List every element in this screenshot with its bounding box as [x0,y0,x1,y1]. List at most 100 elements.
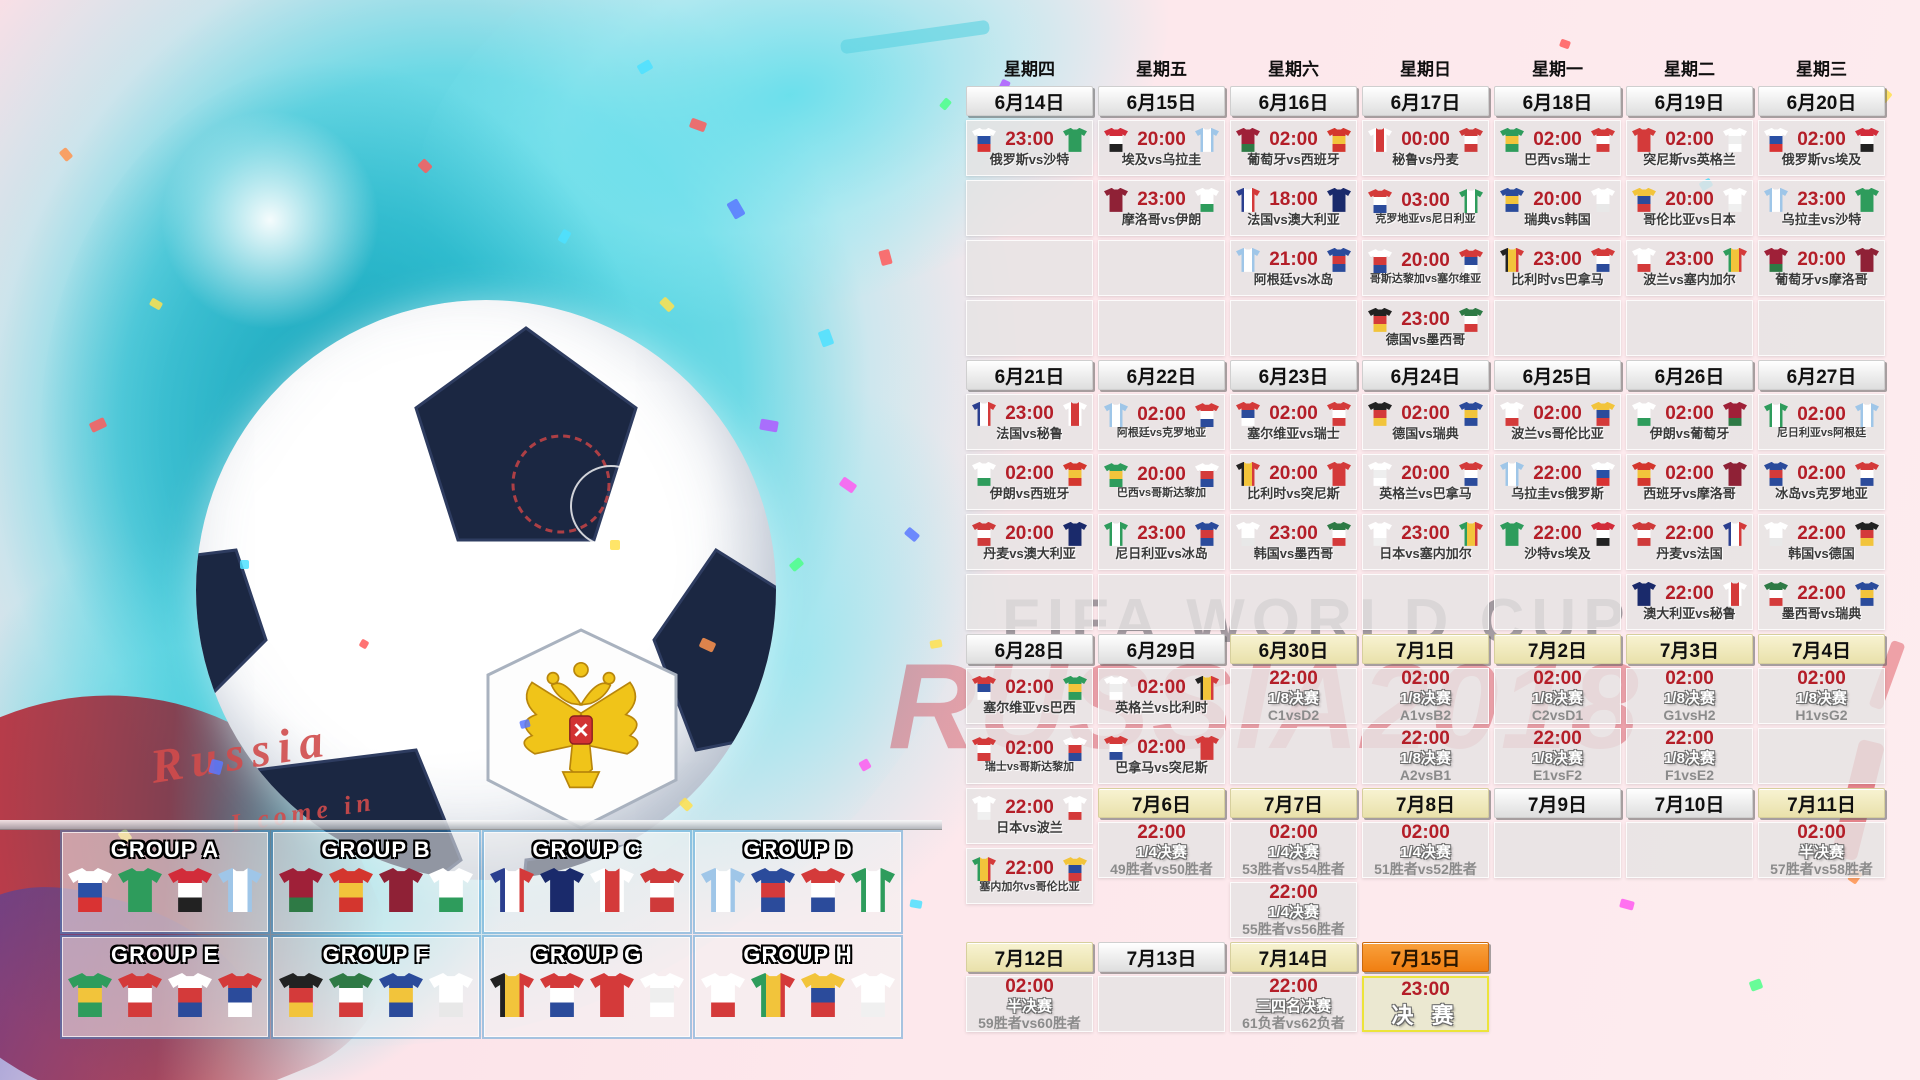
team-jersey-sen [751,973,795,1017]
date-button[interactable]: 6月23日 [1230,360,1357,390]
date-button[interactable]: 6月26日 [1626,360,1753,390]
date-button[interactable]: 6月30日 [1230,634,1357,664]
date-button[interactable]: 7月9日 [1494,788,1621,818]
date-button[interactable]: 7月11日 [1758,788,1885,818]
team-jersey-eng [1368,461,1392,486]
knockout-cell: 02:00 半决赛 59胜者vs60胜者 [966,976,1093,1032]
date-button[interactable]: 7月1日 [1362,634,1489,664]
date-button[interactable]: 7月8日 [1362,788,1489,818]
team-jersey-mex [329,973,373,1017]
knockout-cell: 22:00 1/4决赛 49胜者vs50胜者 [1098,822,1225,878]
date-button[interactable]: 6月18日 [1494,86,1621,116]
date-button[interactable]: 6月17日 [1362,86,1489,116]
date-button[interactable]: 7月7日 [1230,788,1357,818]
match-name: 哥伦比亚vs日本 [1643,211,1736,227]
match-name: 巴西vs瑞士 [1524,151,1591,167]
date-button[interactable]: 7月14日 [1230,942,1357,972]
date-button[interactable]: 6月21日 [966,360,1093,390]
team-jersey-irn [1195,187,1219,212]
date-button[interactable]: 6月20日 [1758,86,1885,116]
date-button[interactable]: 6月14日 [966,86,1093,116]
match-time: 02:00 [1137,676,1186,698]
date-button[interactable]: 7月6日 [1098,788,1225,818]
stage-label: 1/8决赛 [1400,749,1451,767]
date-button[interactable]: 7月3日 [1626,634,1753,664]
match-cell: 02:00 伊朗vs西班牙 [966,454,1093,510]
match-name: 埃及vs乌拉圭 [1121,151,1202,167]
date-button[interactable]: 7月13日 [1098,942,1225,972]
team-jersey-aus [540,868,584,912]
team-jersey-kor [1236,521,1260,546]
date-button[interactable]: 6月24日 [1362,360,1489,390]
match-time: 22:00 [1401,728,1450,749]
date-button[interactable]: 6月22日 [1098,360,1225,390]
team-jersey-den [972,521,996,546]
date-button[interactable]: 6月16日 [1230,86,1357,116]
team-jersey-jpn [1723,187,1747,212]
stage-label: 决 赛 [1391,1002,1460,1028]
empty-cell [966,180,1093,236]
match-cell: 22:00 沙特vs埃及 [1494,514,1621,570]
stage-sub: A1vsB2 [1399,707,1452,724]
confetti-piece [788,556,805,573]
knockout-cell: 02:00 1/8决赛 A1vsB2 [1362,668,1489,724]
date-button[interactable]: 6月15日 [1098,86,1225,116]
group-panel-g: GROUP G [484,937,690,1037]
match-time: 22:00 [1269,668,1318,689]
team-jersey-crc [168,973,212,1017]
stage-sub: 59胜者vs60胜者 [978,1015,1081,1032]
group-title: GROUP B [321,837,431,862]
match-time: 18:00 [1269,188,1318,210]
team-jersey-bra [68,973,112,1017]
match-time: 02:00 [1533,668,1582,689]
date-button[interactable]: 6月19日 [1626,86,1753,116]
match-time: 23:00 [1533,248,1582,270]
date-button[interactable]: 6月27日 [1758,360,1885,390]
stage-label: 1/8决赛 [1796,689,1847,707]
match-cell: 23:00 韩国vs墨西哥 [1230,514,1357,570]
match-time: 23:00 [1269,522,1318,544]
date-button[interactable]: 6月29日 [1098,634,1225,664]
team-jersey-sui [1591,127,1615,152]
team-jersey-esp [1632,461,1656,486]
team-jersey-bel [490,973,534,1017]
date-button[interactable]: 7月15日 [1362,942,1489,972]
confetti-piece [726,198,746,220]
date-button[interactable]: 6月25日 [1494,360,1621,390]
knockout-cell: 22:00 1/8决赛 C1vsD2 [1230,668,1357,724]
match-name: 沙特vs埃及 [1524,545,1591,561]
date-button[interactable]: 7月12日 [966,942,1093,972]
team-jersey-crc [1195,463,1219,488]
stage-sub: 61负者vs62负者 [1242,1015,1345,1032]
team-jersey-uru [218,868,262,912]
team-jersey-egy [1855,127,1879,152]
confetti-piece [909,899,923,909]
match-time: 02:00 [1005,462,1054,484]
date-button[interactable]: 6月28日 [966,634,1093,664]
team-jersey-mar [1723,461,1747,486]
team-jersey-isl [1195,521,1219,546]
stage-label: 1/8决赛 [1400,689,1451,707]
date-button[interactable]: 7月4日 [1758,634,1885,664]
match-time: 22:00 [1797,582,1846,604]
date-button[interactable]: 7月10日 [1626,788,1753,818]
confetti-piece [938,97,953,111]
team-jersey-eng [1723,127,1747,152]
team-jersey-esp [1327,127,1351,152]
team-jersey-tun [1195,735,1219,760]
match-name: 阿根廷vs克罗地亚 [1116,427,1207,440]
match-cell: 00:00 秘鲁vs丹麦 [1362,120,1489,176]
date-button[interactable]: 7月2日 [1494,634,1621,664]
knockout-cell: 22:00 1/4决赛 55胜者vs56胜者 [1230,882,1357,938]
cyan-accent-stroke [839,19,991,55]
match-name: 哥斯达黎加vs塞尔维亚 [1369,273,1482,286]
match-time: 23:00 [1137,188,1186,210]
match-time: 02:00 [1005,976,1054,997]
soccer-ball [196,300,776,880]
stage-sub: 53胜者vs54胜者 [1242,861,1345,878]
match-time: 02:00 [1137,404,1186,426]
match-cell: 02:00 英格兰vs比利时 [1098,668,1225,724]
team-jersey-aus [1327,187,1351,212]
team-jersey-fra [1723,521,1747,546]
